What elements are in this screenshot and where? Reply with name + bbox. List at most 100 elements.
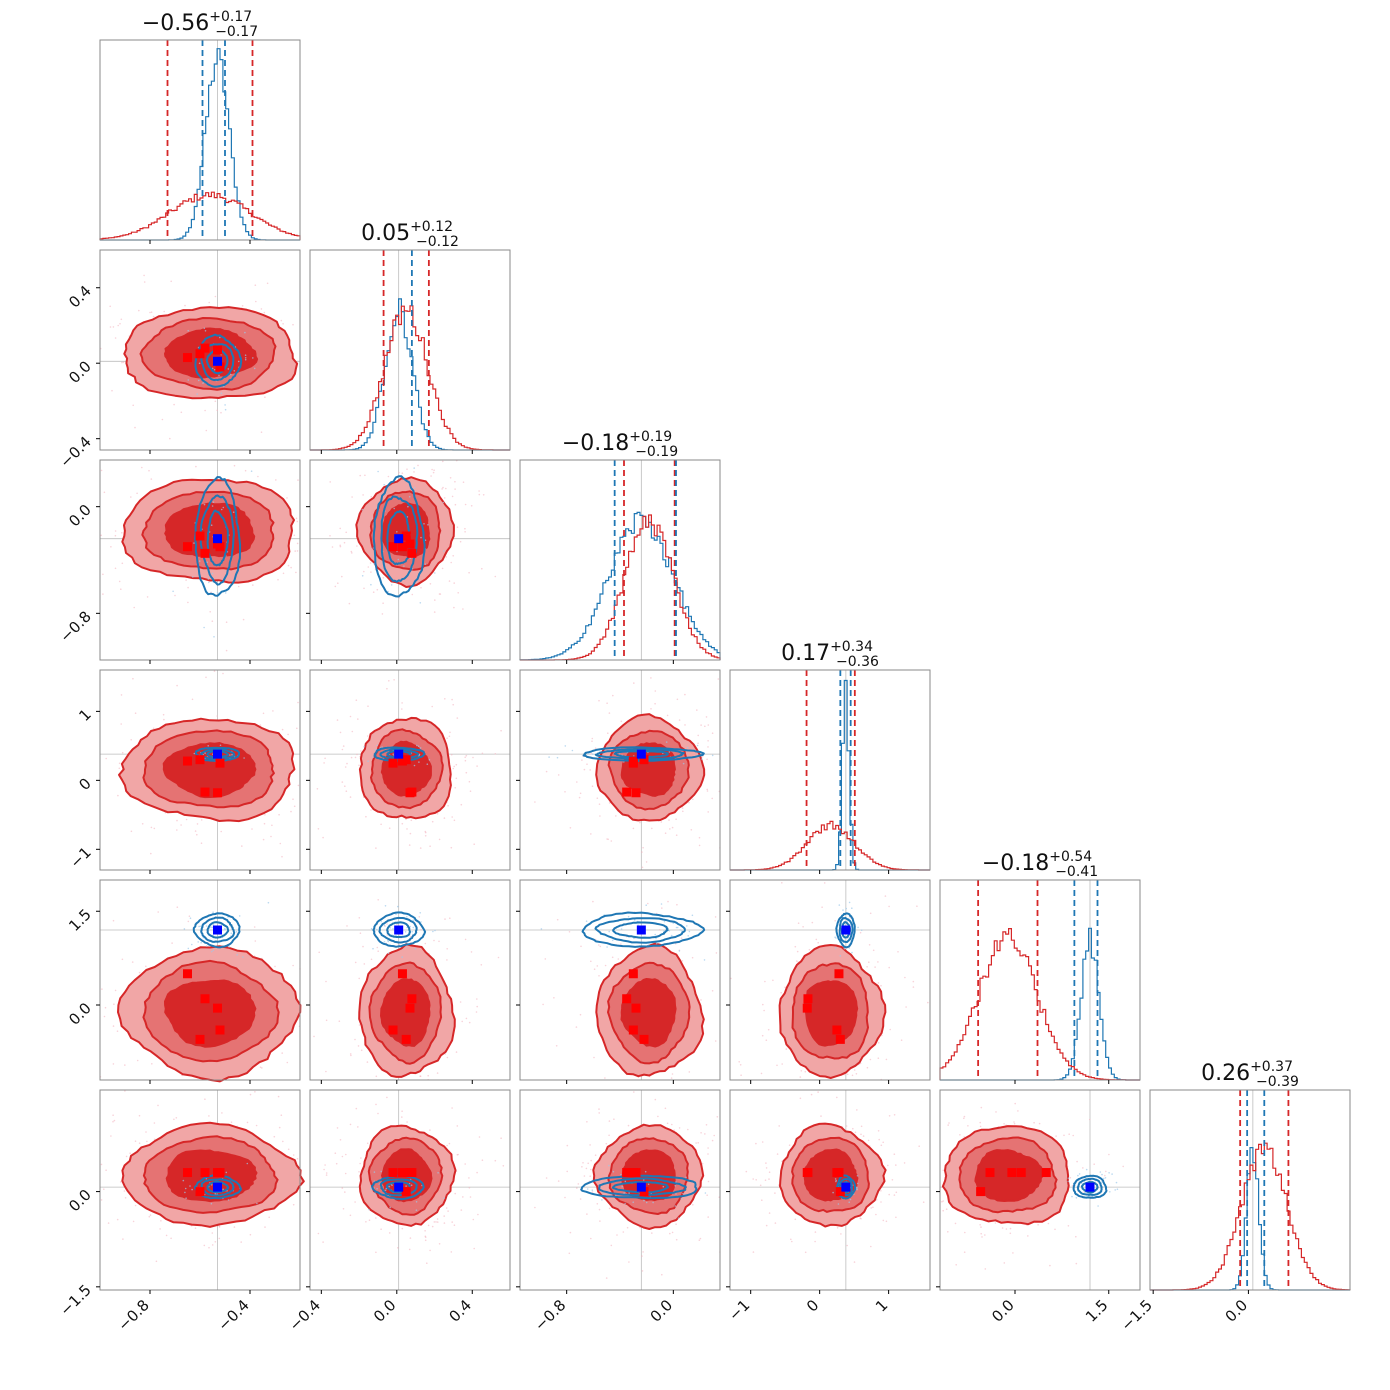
red-marker — [213, 1003, 222, 1013]
red-sample-point — [590, 752, 592, 755]
red-sample-point — [823, 882, 826, 884]
blue-sample-point — [230, 932, 233, 935]
red-sample-point — [610, 1244, 613, 1247]
red-sample-point — [796, 950, 799, 953]
red-sample-point — [451, 816, 454, 818]
blue-sample-point — [410, 1184, 413, 1186]
blue-contour-1 — [200, 343, 235, 382]
red-sample-point — [453, 819, 456, 822]
red-sample-point — [859, 1217, 861, 1219]
red-sample-point — [465, 754, 468, 757]
red-sample-point — [836, 1096, 838, 1099]
red-sample-point — [344, 766, 347, 768]
red-sample-point — [468, 1177, 470, 1179]
blue-sample-point — [397, 558, 400, 561]
blue-sample-point — [391, 1184, 393, 1187]
blue-sample-point — [361, 575, 364, 577]
blue-sample-point — [203, 327, 206, 330]
red-sample-point — [420, 928, 422, 931]
blue-sample-point — [387, 590, 389, 593]
red-sample-point — [1076, 1160, 1078, 1163]
red-sample-point — [281, 855, 283, 858]
red-sample-point — [1013, 1121, 1015, 1123]
red-sample-point — [349, 1214, 352, 1217]
red-marker — [1016, 1168, 1026, 1178]
red-sample-point — [615, 815, 617, 817]
blue-sample-point — [644, 1170, 647, 1173]
red-sample-point — [1088, 1118, 1091, 1121]
red-sample-point — [344, 785, 346, 787]
red-sample-point — [701, 1162, 704, 1165]
red-sample-point — [119, 1181, 122, 1183]
red-sample-point — [360, 750, 362, 752]
red-sample-point — [442, 486, 444, 489]
red-marker — [803, 994, 813, 1004]
blue-sample-point — [1109, 1191, 1111, 1193]
red-sample-point — [339, 545, 342, 548]
red-sample-point — [590, 1168, 592, 1171]
red-sample-point — [494, 753, 497, 755]
blue-sample-point — [395, 913, 397, 916]
red-sample-point — [454, 488, 456, 490]
red-marker — [407, 994, 417, 1004]
title-minus: −0.17 — [215, 24, 258, 40]
title-plus: +0.19 — [629, 429, 672, 445]
red-sample-point — [450, 561, 453, 564]
blue-sample-point — [372, 947, 374, 950]
blue-sample-point — [373, 1171, 376, 1173]
red-sample-point — [317, 828, 320, 830]
red-sample-point — [814, 1231, 817, 1233]
red-sample-point — [804, 1251, 807, 1254]
blue-sample-point — [267, 901, 270, 904]
red-sample-point — [397, 1247, 399, 1249]
blue-sample-point — [401, 956, 404, 958]
panel-4-2 — [516, 879, 721, 1084]
red-sample-point — [765, 1167, 768, 1169]
red-sample-point — [464, 527, 466, 530]
red-marker — [397, 542, 407, 552]
red-sample-point — [176, 819, 178, 822]
red-sample-point — [477, 1213, 479, 1216]
red-sample-point — [103, 1188, 105, 1190]
red-sample-point — [112, 1025, 115, 1027]
red-sample-point — [100, 469, 103, 472]
red-sample-point — [947, 1124, 949, 1126]
blue-sample-point — [242, 956, 244, 958]
red-sample-point — [671, 1073, 674, 1075]
red-sample-point — [438, 940, 440, 943]
red-sample-point — [398, 471, 400, 474]
red-marker — [985, 1168, 995, 1178]
blue-sample-point — [442, 501, 445, 504]
red-marker — [631, 1168, 641, 1178]
red-sample-point — [810, 1093, 813, 1096]
red-sample-point — [706, 790, 709, 792]
blue-sample-point — [383, 941, 386, 943]
red-sample-point — [711, 990, 714, 992]
red-sample-point — [620, 720, 623, 723]
blue-marker — [841, 925, 851, 935]
red-sample-point — [356, 545, 358, 547]
red-sample-point — [598, 975, 600, 977]
blue-contour-0 — [581, 911, 706, 948]
red-sample-point — [690, 829, 693, 831]
red-sample-point — [362, 494, 364, 496]
red-sample-point — [150, 826, 153, 829]
blue-sample-point — [252, 357, 254, 359]
red-sample-point — [382, 577, 385, 579]
red-sample-point — [112, 1063, 115, 1065]
red-sample-point — [350, 756, 353, 759]
panel-5-3 — [726, 1089, 931, 1294]
red-marker — [405, 788, 415, 798]
blue-sample-point — [564, 745, 567, 747]
red-sample-point — [200, 842, 203, 844]
blue-contour-2 — [386, 921, 411, 939]
red-sample-point — [688, 801, 690, 804]
red-sample-point — [804, 1070, 807, 1073]
red-sample-point — [967, 1125, 969, 1127]
blue-sample-point — [856, 1188, 858, 1191]
red-sample-point — [706, 788, 708, 791]
red-sample-point — [365, 815, 367, 818]
red-marker — [195, 1034, 205, 1044]
red-sample-point — [608, 1134, 610, 1137]
red-sample-point — [642, 1251, 644, 1253]
